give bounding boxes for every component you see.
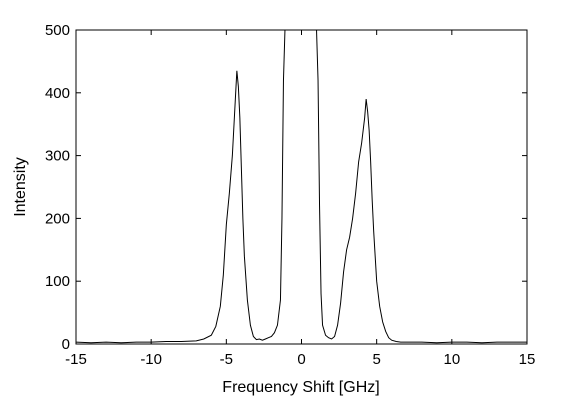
x-tick-label: 15: [519, 351, 536, 368]
y-tick-label: 200: [45, 210, 70, 227]
series-line: [76, 30, 527, 344]
x-tick-labels: -15 -10 -5 0 5 10 15: [65, 351, 535, 368]
y-tick-label: 100: [45, 273, 70, 290]
x-tick-label: -15: [65, 351, 87, 368]
x-tick-label: -5: [220, 351, 233, 368]
y-tick-label: 400: [45, 85, 70, 102]
y-tick-label: 300: [45, 148, 70, 165]
x-tick-label: 5: [372, 351, 380, 368]
y-tick-labels: 0 100 200 300 400 500: [45, 22, 70, 353]
plot-area: [75, 29, 528, 345]
x-axis-label: Frequency Shift [GHz]: [222, 379, 379, 396]
y-tick-label: 500: [45, 22, 70, 39]
y-tick-label: 0: [62, 336, 70, 353]
x-tick-label: 10: [443, 351, 460, 368]
axis-ticks: [75, 29, 528, 345]
x-tick-label: 0: [297, 351, 305, 368]
y-axis-label: Intensity: [12, 157, 29, 217]
x-tick-label: -10: [140, 351, 162, 368]
